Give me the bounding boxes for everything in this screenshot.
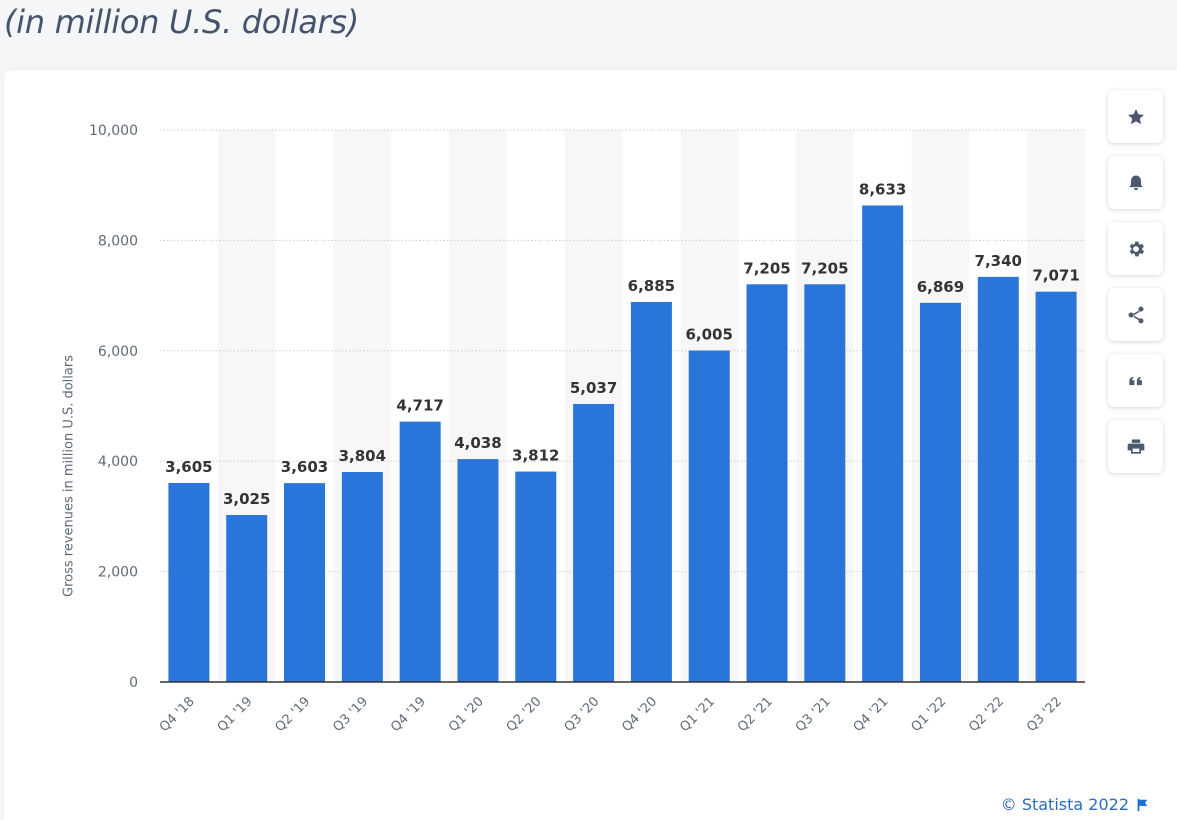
x-tick-label: Q1 '20 bbox=[446, 694, 487, 735]
x-tick-label: Q2 '22 bbox=[966, 694, 1007, 735]
bar-value-label: 7,071 bbox=[1032, 267, 1079, 285]
bar bbox=[804, 284, 846, 682]
bar-value-label: 6,005 bbox=[685, 326, 732, 344]
star-icon bbox=[1127, 108, 1144, 124]
y-tick-label: 8,000 bbox=[98, 233, 138, 249]
x-tick-label: Q3 '21 bbox=[793, 694, 834, 735]
bar-value-label: 3,812 bbox=[512, 447, 559, 465]
x-tick-label: Q1 '22 bbox=[908, 694, 949, 735]
quote-icon bbox=[1128, 376, 1142, 385]
bar-value-label: 7,205 bbox=[743, 259, 790, 277]
bar-value-label: 4,717 bbox=[396, 397, 443, 415]
x-tick-label: Q1 '21 bbox=[677, 694, 718, 735]
bar bbox=[862, 205, 904, 682]
bar bbox=[399, 421, 441, 682]
x-tick-label: Q4 '20 bbox=[619, 694, 660, 735]
statista-credit-link[interactable]: © Statista 2022 bbox=[1001, 795, 1149, 814]
bar-value-label: 3,603 bbox=[281, 458, 328, 476]
bar bbox=[515, 471, 557, 682]
x-tick-label: Q2 '19 bbox=[273, 694, 314, 735]
bar bbox=[746, 284, 788, 682]
bar bbox=[341, 472, 383, 682]
x-tick-label: Q3 '20 bbox=[562, 694, 603, 735]
print-icon bbox=[1127, 439, 1144, 454]
bar bbox=[630, 301, 672, 682]
bar-value-label: 5,037 bbox=[570, 379, 617, 397]
bar-value-label: 7,205 bbox=[801, 259, 848, 277]
favorite-button[interactable] bbox=[1108, 90, 1163, 143]
y-tick-label: 4,000 bbox=[98, 454, 138, 470]
bar bbox=[457, 459, 499, 682]
y-tick-label: 2,000 bbox=[98, 565, 138, 581]
bar bbox=[226, 515, 268, 682]
bell-icon bbox=[1128, 175, 1143, 190]
cite-button[interactable] bbox=[1108, 354, 1163, 407]
bar bbox=[977, 276, 1019, 682]
bar bbox=[688, 350, 730, 682]
print-button[interactable] bbox=[1108, 420, 1163, 473]
x-tick-label: Q4 '18 bbox=[157, 694, 198, 735]
x-tick-label: Q3 '19 bbox=[330, 694, 371, 735]
y-tick-label: 0 bbox=[129, 675, 138, 691]
bar bbox=[168, 483, 210, 682]
bar-value-label: 4,038 bbox=[454, 434, 501, 452]
credit-text: © Statista 2022 bbox=[1000, 795, 1129, 814]
x-tick-label: Q4 '21 bbox=[851, 694, 892, 735]
share-button[interactable] bbox=[1108, 288, 1163, 341]
bar-value-label: 3,804 bbox=[339, 447, 386, 465]
bar bbox=[919, 302, 961, 682]
x-tick-label: Q2 '20 bbox=[504, 694, 545, 735]
bar-value-label: 3,025 bbox=[223, 490, 270, 508]
bar-value-label: 6,885 bbox=[628, 277, 675, 295]
notification-button[interactable] bbox=[1108, 156, 1163, 209]
x-tick-label: Q1 '19 bbox=[215, 694, 256, 735]
y-tick-label: 10,000 bbox=[89, 123, 138, 139]
x-tick-label: Q4 '19 bbox=[388, 694, 429, 735]
bar-value-label: 3,605 bbox=[165, 458, 212, 476]
settings-button[interactable] bbox=[1108, 222, 1163, 275]
chart-subtitle: (in million U.S. dollars) bbox=[4, 3, 359, 41]
bar-value-label: 7,340 bbox=[975, 252, 1022, 270]
bar bbox=[573, 403, 615, 682]
gear-icon bbox=[1129, 241, 1144, 256]
bar bbox=[1035, 291, 1077, 682]
bar bbox=[284, 483, 326, 682]
x-tick-label: Q3 '22 bbox=[1024, 694, 1065, 735]
x-tick-label: Q2 '21 bbox=[735, 694, 776, 735]
flag-icon[interactable] bbox=[1135, 798, 1149, 812]
share-icon bbox=[1128, 306, 1143, 323]
bar-value-label: 6,869 bbox=[917, 278, 964, 296]
bar-value-label: 8,633 bbox=[859, 180, 906, 198]
y-tick-label: 6,000 bbox=[98, 344, 138, 360]
